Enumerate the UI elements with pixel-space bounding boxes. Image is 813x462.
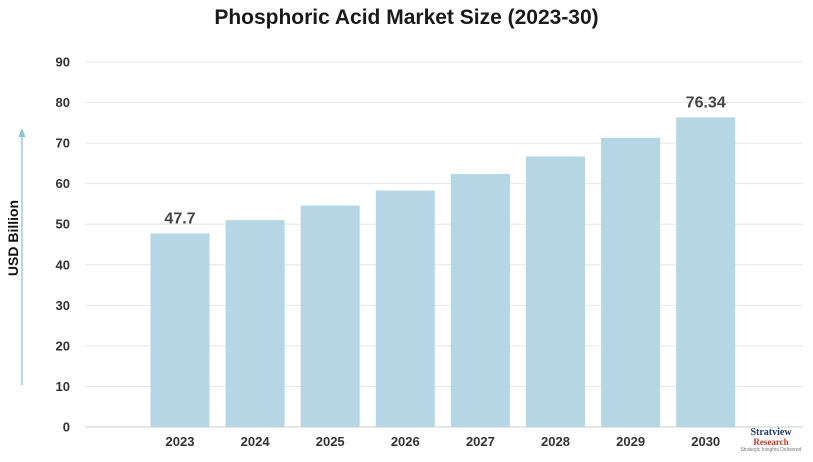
bars xyxy=(150,117,736,428)
y-tick-label: 60 xyxy=(56,176,70,191)
y-tick-label: 90 xyxy=(56,55,70,70)
x-tick-label: 2030 xyxy=(691,434,720,449)
y-tick-label: 70 xyxy=(56,136,70,151)
y-tick-label: 10 xyxy=(56,379,70,394)
y-tick-label: 40 xyxy=(56,257,70,272)
y-tick-label: 30 xyxy=(56,298,70,313)
bar xyxy=(225,220,285,427)
data-label: 76.34 xyxy=(686,94,726,111)
x-tick-label: 2025 xyxy=(316,434,345,449)
bar xyxy=(601,137,661,428)
logo-tagline: Strategic Insights Delivered xyxy=(740,447,802,453)
bar xyxy=(526,156,585,427)
bar xyxy=(676,117,736,427)
x-tick-label: 2026 xyxy=(391,434,420,449)
logo-line-2: Research xyxy=(753,437,789,447)
stratview-logo: Stratview Research Strategic Insights De… xyxy=(738,428,804,460)
bar xyxy=(150,233,210,427)
x-axis-ticks: 2023 2024 2025 2026 2027 2028 2029 2030 xyxy=(166,434,721,449)
y-tick-label: 80 xyxy=(56,95,70,110)
y-tick-label: 0 xyxy=(63,420,70,435)
x-tick-label: 2027 xyxy=(466,434,495,449)
x-tick-label: 2029 xyxy=(616,434,645,449)
y-axis-ticks: 0 10 20 30 40 50 60 70 80 90 xyxy=(56,55,70,435)
x-tick-label: 2023 xyxy=(166,434,195,449)
logo-line-1: Stratview xyxy=(750,427,792,438)
y-tick-label: 20 xyxy=(56,338,70,353)
x-tick-label: 2028 xyxy=(541,434,570,449)
x-tick-label: 2024 xyxy=(241,434,271,449)
bar xyxy=(450,173,510,427)
chart-title: Phosphoric Acid Market Size (2023-30) xyxy=(214,6,599,29)
bar xyxy=(375,190,435,427)
y-axis-arrow xyxy=(18,128,26,385)
y-axis-label: USD Billion xyxy=(5,200,21,276)
bar xyxy=(300,205,360,427)
y-tick-label: 50 xyxy=(56,217,70,232)
data-label: 47.7 xyxy=(164,211,195,228)
data-labels: 47.7 76.34 xyxy=(164,94,725,227)
